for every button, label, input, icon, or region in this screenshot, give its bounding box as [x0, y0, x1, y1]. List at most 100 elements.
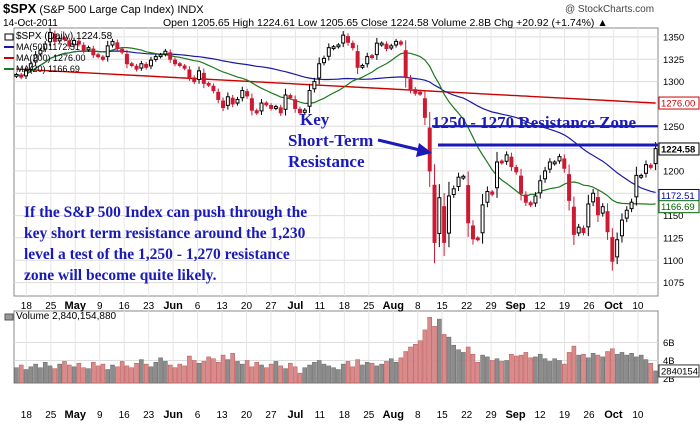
volume-tick-label: 2B: [663, 374, 675, 385]
volume-bar: [288, 362, 293, 384]
candle-body: [302, 109, 307, 113]
volume-bar: [62, 361, 67, 384]
volume-bar: [153, 362, 159, 384]
candle-body: [317, 63, 322, 79]
volume-bar: [326, 365, 332, 384]
candle-body: [144, 63, 149, 68]
volume-x-tick-label: Jun: [163, 409, 183, 421]
candle-body: [177, 63, 182, 67]
candle-body: [461, 175, 466, 179]
x-tick-label: Jul: [287, 300, 303, 312]
volume-bar: [100, 363, 106, 384]
candle-body: [562, 158, 567, 169]
volume-bar: [475, 362, 481, 384]
candle-body: [48, 31, 53, 43]
candle-body: [249, 98, 254, 111]
volume-x-tick-label: 29: [486, 410, 498, 421]
candle-body: [105, 45, 110, 58]
candle-body: [509, 156, 514, 167]
candle-body: [168, 52, 173, 60]
candle-body: [466, 185, 471, 224]
volume-x-tick-label: Jul: [287, 409, 303, 421]
volume-bar: [187, 355, 192, 384]
volume-bar: [634, 356, 639, 384]
volume-bar: [489, 360, 495, 384]
volume-bar: [369, 362, 375, 384]
candle-body: [86, 47, 91, 51]
volume-bar: [379, 363, 384, 384]
volume-bar: [504, 360, 509, 384]
x-tick-label: 10: [632, 301, 644, 312]
chart-date: 14-Oct-2011: [3, 18, 58, 29]
candle-body: [153, 56, 158, 60]
volume-bar: [235, 361, 240, 384]
volume-bar: [364, 362, 370, 384]
candle-body: [346, 36, 351, 43]
volume-bar: [345, 361, 351, 384]
volume-bar: [336, 369, 341, 384]
price-tick-label: 1100: [663, 256, 683, 267]
volume-bar: [158, 357, 163, 384]
volume-bar: [499, 361, 505, 384]
volume-bar: [182, 365, 187, 384]
x-tick-label: 13: [216, 301, 228, 312]
volume-x-tick-label: 8: [415, 410, 421, 421]
candle-body: [615, 239, 620, 258]
volume-x-tick-label: 6: [195, 410, 201, 421]
candle-body: [422, 98, 427, 118]
note-line-4: zone will become quite likely.: [24, 267, 217, 284]
volume-bar: [581, 353, 586, 384]
volume-tick-label: 4B: [663, 356, 675, 367]
volume-bar: [321, 363, 327, 384]
x-tick-label: 22: [461, 301, 473, 312]
candle-body: [557, 156, 562, 162]
volume-bar: [297, 372, 303, 384]
candle-body: [283, 94, 288, 110]
candle-body: [14, 73, 19, 77]
candle-body: [67, 40, 72, 47]
legend-ma200: MA(200) 1276.00: [16, 53, 86, 63]
candle-body: [437, 197, 442, 234]
candle-body: [312, 81, 317, 90]
volume-bar: [143, 363, 149, 384]
volume-bar: [417, 340, 423, 384]
volume-x-tick-label: 25: [363, 410, 375, 421]
volume-bar: [23, 369, 29, 384]
candle-body: [19, 74, 24, 78]
volume-bar: [191, 360, 197, 384]
volume-x-tick-label: Sep: [505, 409, 525, 421]
volume-bar: [119, 361, 125, 384]
volume-bar: [259, 364, 264, 384]
candle-body: [331, 46, 336, 50]
volume-bar: [124, 365, 130, 384]
candle-body: [24, 70, 29, 77]
volume-bar: [283, 368, 288, 384]
index-name: (S&P 500 Large Cap Index): [39, 4, 175, 16]
candle-body: [235, 98, 240, 104]
volume-bar: [619, 352, 625, 384]
price-tick-label: 1125: [663, 233, 683, 244]
candle-body: [57, 38, 62, 42]
x-tick-label: 29: [486, 301, 498, 312]
candle-body: [120, 48, 125, 53]
x-tick-label: Oct: [604, 300, 623, 312]
volume-bar: [244, 360, 250, 384]
volume-bar: [172, 367, 178, 384]
volume-bar: [413, 344, 418, 384]
legend-volume-marker: [4, 313, 14, 321]
candle-body: [148, 59, 153, 67]
candle-body: [72, 40, 77, 46]
volume-bar: [422, 329, 428, 384]
candle-body: [485, 190, 490, 203]
arrow-shaft: [377, 138, 425, 153]
candle-body: [163, 50, 168, 55]
volume-bar: [206, 356, 211, 384]
note-line-2: key short term resistance around the 1,2…: [24, 225, 306, 242]
x-tick-label: 18: [21, 301, 33, 312]
price-tag: 1172.51: [658, 188, 700, 202]
candle-body: [576, 226, 581, 234]
price-tag-label: 1172.51: [661, 191, 695, 202]
volume-bar: [518, 354, 524, 384]
candle-body: [519, 175, 524, 194]
price-tick-label: 1200: [663, 166, 684, 177]
